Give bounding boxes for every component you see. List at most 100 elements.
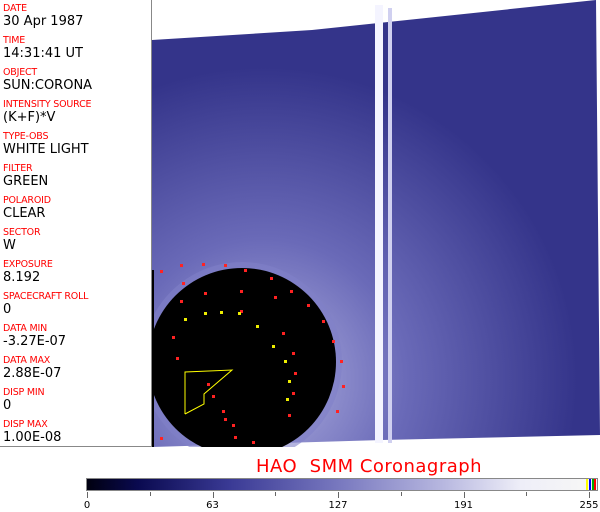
field-value: 30 Apr 1987: [3, 14, 84, 29]
field-value: 8.192: [3, 270, 41, 285]
field-intensity-source: INTENSITY SOURCE (K+F)*V: [3, 99, 92, 125]
marker-dot: [238, 312, 241, 315]
header-info-panel: DATE 30 Apr 1987 TIME 14:31:41 UT OBJECT SUN:…: [0, 0, 152, 447]
marker-dot: [204, 292, 207, 295]
field-label: FILTER: [3, 163, 33, 174]
field-value: 14:31:41 UT: [3, 46, 83, 61]
marker-dot: [232, 424, 235, 427]
field-value: -3.27E-07: [3, 334, 67, 349]
field-value: CLEAR: [3, 206, 46, 221]
occulter-pylon: [375, 5, 383, 443]
marker-dot: [286, 398, 289, 401]
colorbar-minor-tick: [526, 492, 528, 496]
marker-dot: [288, 414, 291, 417]
field-disp-min: DISP MIN 0: [3, 387, 45, 413]
field-label: SECTOR: [3, 227, 41, 238]
colorbar-minor-tick: [149, 492, 151, 496]
colorbar-tick: [463, 492, 465, 498]
colorbar-tick-label: 0: [83, 500, 91, 511]
swatch-red: [594, 479, 596, 490]
marker-dot: [307, 304, 310, 307]
marker-dot: [292, 392, 295, 395]
colorbar-tick-label: 255: [579, 500, 599, 511]
field-type-obs: TYPE-OBS WHITE LIGHT: [3, 131, 89, 157]
colorbar-tick-label: 63: [206, 500, 219, 511]
instrument-title: HAO SMM Coronagraph: [256, 456, 483, 477]
marker-dot: [252, 441, 255, 444]
marker-dot: [222, 410, 225, 413]
marker-dot: [184, 318, 187, 321]
field-spacecraft-roll: SPACECRAFT ROLL 0: [3, 291, 88, 317]
swatch-green: [592, 479, 594, 490]
field-value: WHITE LIGHT: [3, 142, 89, 157]
marker-dot: [212, 395, 215, 398]
colorbar-tick: [212, 492, 214, 498]
marker-dot: [176, 357, 179, 360]
marker-dot: [340, 360, 343, 363]
field-value: 2.88E-07: [3, 366, 62, 381]
colorbar-tick: [589, 492, 590, 498]
field-date: DATE 30 Apr 1987: [3, 3, 83, 29]
field-value: GREEN: [3, 174, 49, 189]
marker-dot: [160, 270, 163, 273]
marker-dot: [224, 418, 227, 421]
marker-dot: [282, 332, 285, 335]
field-label: DISP MAX: [3, 419, 48, 430]
marker-dot: [172, 336, 175, 339]
marker-dot: [207, 383, 210, 386]
field-value: (K+F)*V: [3, 110, 56, 125]
colorbar-tick: [87, 492, 88, 498]
field-label: EXPOSURE: [3, 259, 53, 270]
field-label: TIME: [3, 35, 26, 46]
field-label: OBJECT: [3, 67, 38, 78]
field-object: OBJECT SUN:CORONA: [3, 67, 92, 93]
colorbar-minor-tick: [400, 492, 402, 496]
marker-dot: [336, 410, 339, 413]
field-value: 1.00E-08: [3, 430, 62, 445]
marker-dot: [224, 264, 227, 267]
marker-dot: [290, 290, 293, 293]
colorbar-tick-label: 191: [453, 500, 474, 511]
marker-dot: [342, 385, 345, 388]
marker-dot: [204, 312, 207, 315]
colorbar-tick-label: 127: [328, 500, 348, 511]
marker-dot: [272, 345, 275, 348]
marker-dot: [284, 360, 287, 363]
colorbar-minor-tick: [275, 492, 277, 496]
field-sector: SECTOR W: [3, 227, 41, 253]
marker-dot: [270, 277, 273, 280]
field-disp-max: DISP MAX 1.00E-08: [3, 419, 61, 445]
marker-dot: [234, 436, 237, 439]
mask-edge: [152, 270, 154, 447]
marker-dot: [220, 311, 223, 314]
marker-dot: [288, 380, 291, 383]
marker-dot: [182, 282, 185, 285]
coronagraph-image[interactable]: [152, 0, 600, 447]
field-value: 0: [3, 302, 12, 317]
marker-dot: [274, 296, 277, 299]
field-data-min: DATA MIN -3.27E-07: [3, 323, 66, 349]
field-label: TYPE-OBS: [3, 131, 49, 142]
field-label: DATA MAX: [3, 355, 51, 366]
field-data-max: DATA MAX 2.88E-07: [3, 355, 61, 381]
pylon-edge: [388, 8, 392, 443]
marker-dot: [202, 263, 205, 266]
field-polaroid: POLAROID CLEAR: [3, 195, 51, 221]
field-label: DATE: [3, 3, 27, 14]
swatch-blue: [589, 479, 591, 490]
marker-dot: [292, 352, 295, 355]
occulting-disk: [152, 268, 336, 447]
marker-dot: [256, 325, 259, 328]
field-value: W: [3, 238, 16, 253]
marker-dot: [244, 269, 247, 272]
swatch-yellow: [586, 479, 588, 490]
colorbar-tick: [338, 492, 339, 498]
field-filter: FILTER GREEN: [3, 163, 48, 189]
grid-markers: [160, 263, 345, 444]
field-label: DISP MIN: [3, 387, 45, 398]
field-exposure: EXPOSURE 8.192: [3, 259, 53, 285]
marker-dot: [294, 372, 297, 375]
field-value: 0: [3, 398, 12, 413]
field-label: POLAROID: [3, 195, 51, 206]
marker-dot: [322, 320, 325, 323]
